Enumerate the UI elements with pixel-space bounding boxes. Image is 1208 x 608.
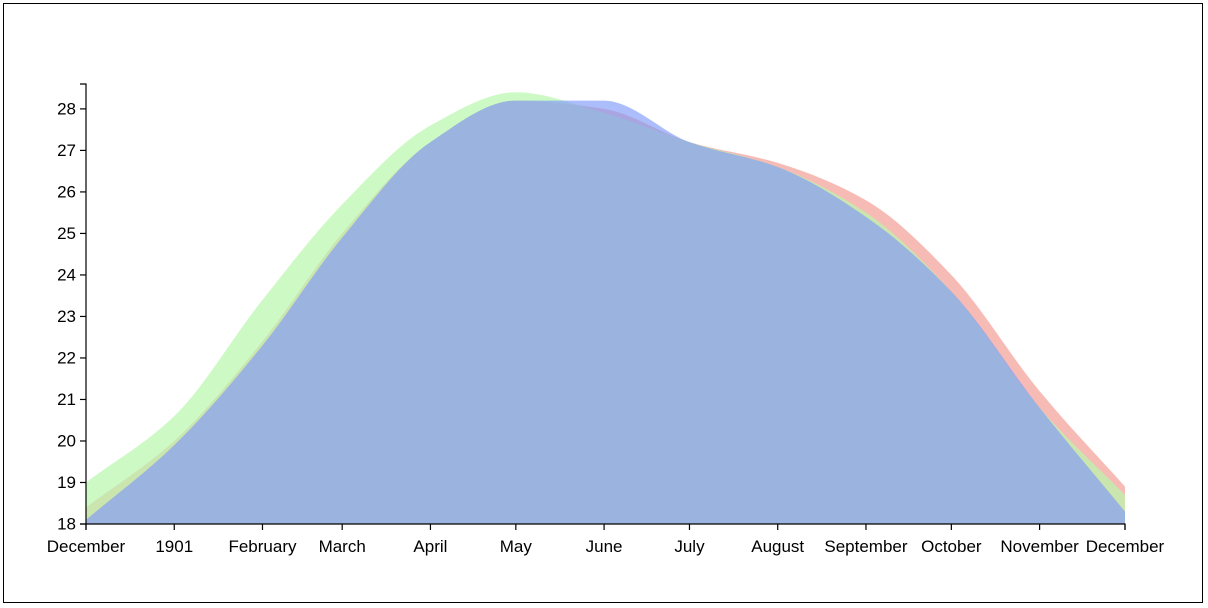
chart-frame: 18 19 20 21 22 23 24 25 26 27 28 December 1901 Febru… (3, 3, 1203, 603)
y-tick-label: 23 (57, 307, 76, 326)
x-axis: December 1901 February March April May June Jul… (47, 523, 1165, 556)
area-chart: 18 19 20 21 22 23 24 25 26 27 28 December 1901 Febru… (47, 83, 1165, 556)
y-tick-label: 19 (57, 473, 76, 492)
y-tick-label: 22 (57, 348, 76, 367)
x-tick-label: 1901 (155, 537, 193, 556)
y-tick-label: 24 (57, 265, 76, 284)
x-tick-label: April (413, 537, 447, 556)
x-tick-label: November (1000, 537, 1079, 556)
x-tick-label: December (47, 537, 126, 556)
y-tick-label: 27 (57, 141, 76, 160)
y-tick-label: 21 (57, 390, 76, 409)
x-tick-label: October (921, 537, 982, 556)
y-axis: 18 19 20 21 22 23 24 25 26 27 28 (57, 83, 87, 534)
x-tick-label: September (824, 537, 907, 556)
series-areas (86, 92, 1125, 525)
x-axis-line (85, 523, 1126, 530)
x-tick-label: May (500, 537, 533, 556)
x-tick-label: July (674, 537, 705, 556)
x-tick-label: December (1086, 537, 1165, 556)
y-tick-label: 26 (57, 182, 76, 201)
x-tick-label: June (586, 537, 623, 556)
y-tick-label: 25 (57, 224, 76, 243)
y-tick-label: 28 (57, 99, 76, 118)
x-tick-label: February (228, 537, 297, 556)
x-tick-label: March (319, 537, 366, 556)
series-area-3 (86, 100, 1125, 525)
y-tick-label: 18 (57, 515, 76, 534)
x-tick-label: August (751, 537, 804, 556)
y-tick-label: 20 (57, 431, 76, 450)
